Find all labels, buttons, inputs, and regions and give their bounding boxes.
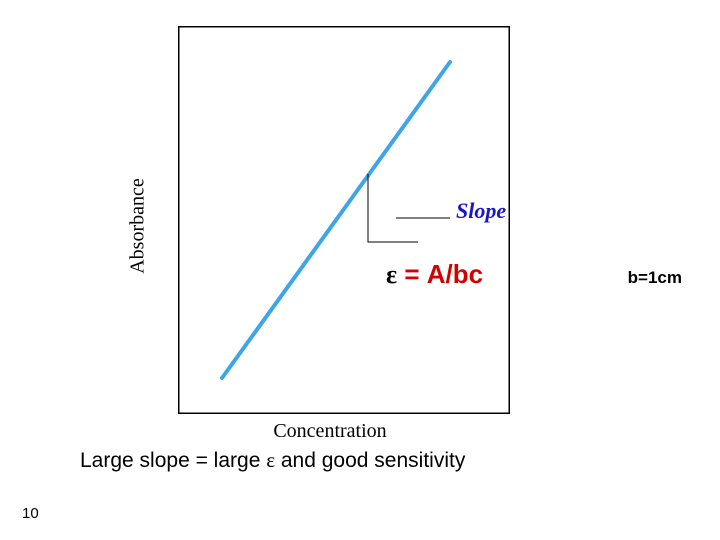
- beer-lambert-chart: Absorbance Slope ε = A/bc Concentration: [150, 26, 510, 446]
- path-length-note: b=1cm: [628, 268, 682, 288]
- y-axis-label: Absorbance: [127, 178, 150, 274]
- equation-epsilon: ε: [386, 260, 397, 289]
- equation: ε = A/bc: [386, 259, 483, 290]
- slope-label: Slope: [456, 198, 506, 224]
- slide-number: 10: [22, 505, 39, 522]
- caption-suffix: and good sensitivity: [275, 449, 465, 472]
- caption: Large slope = large ε and good sensitivi…: [80, 448, 465, 473]
- equation-body: = A/bc: [397, 259, 483, 289]
- caption-prefix: Large slope = large: [80, 449, 266, 472]
- x-axis-label: Concentration: [150, 420, 510, 443]
- caption-epsilon: ε: [266, 448, 275, 472]
